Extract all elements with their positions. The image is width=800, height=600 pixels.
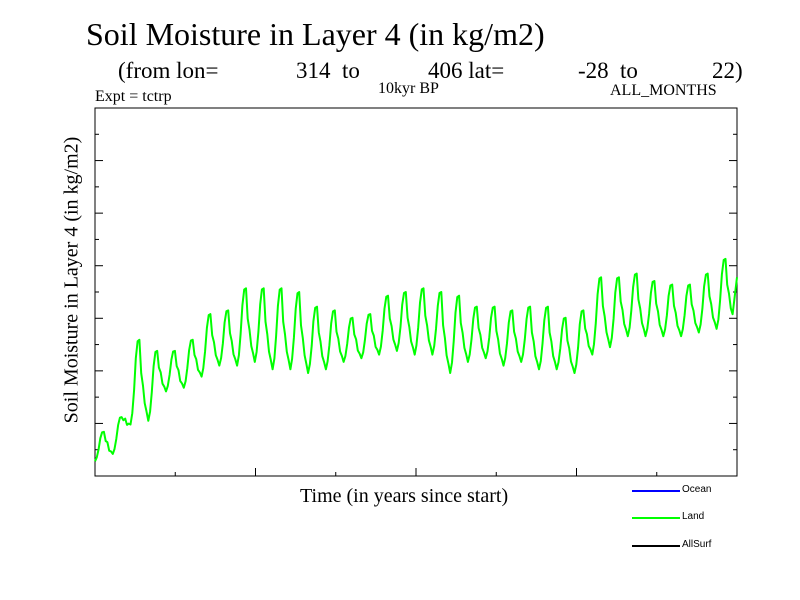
subtitle-prefix: (from lon= — [118, 58, 219, 83]
legend-label-land: Land — [682, 511, 705, 522]
legend-swatch-ocean — [632, 490, 680, 492]
legend-label-ocean: Ocean — [682, 484, 712, 495]
subtitle-lat-from: -28 — [578, 58, 609, 83]
legend-swatch-allsurf — [632, 545, 680, 547]
legend-label-allsurf: AllSurf — [682, 539, 712, 550]
legend-swatch-land — [632, 517, 680, 519]
experiment-label: Expt = tctrp — [95, 88, 172, 105]
subtitle-lon-from: 314 — [296, 58, 331, 83]
subtitle-to-1: to — [342, 58, 360, 83]
chart-title: Soil Moisture in Layer 4 (in kg/m2) — [86, 16, 545, 52]
subtitle-lat-to: 22) — [712, 58, 743, 83]
plot-frame — [94, 107, 738, 477]
period-label: 10kyr BP — [378, 80, 439, 97]
subtitle-lon-to: 406 lat= — [428, 58, 505, 83]
x-axis-label: Time (in years since start) — [300, 485, 509, 507]
months-label: ALL_MONTHS — [610, 82, 717, 99]
axis-ticks — [94, 107, 738, 477]
subtitle-to-2: to — [620, 58, 638, 83]
y-axis-label: Soil Moisture in Layer 4 (in kg/m2) — [60, 136, 83, 424]
series-line-land — [94, 257, 738, 462]
